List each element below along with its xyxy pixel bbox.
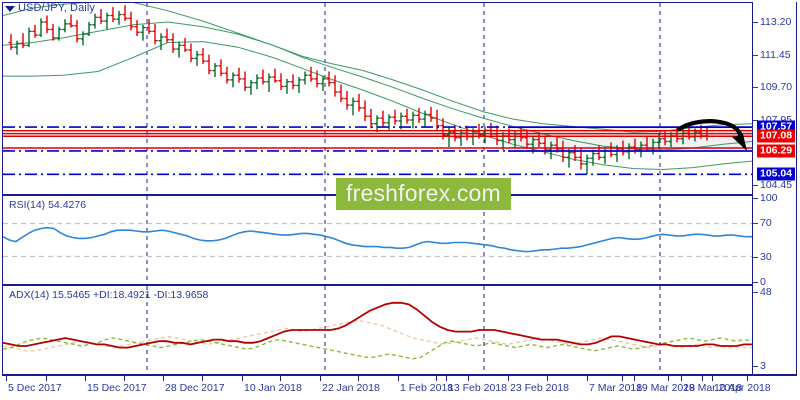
date-tick-minor [124,376,125,381]
axis-tick [753,282,758,283]
date-tick [85,376,86,381]
price-tick-label: 109.70 [760,81,793,94]
triangle-down-icon[interactable] [5,6,15,12]
axis-tick [753,292,758,294]
axis-tick [753,87,758,89]
date-tick [712,376,713,381]
rsi-tick-label: 70 [760,217,772,230]
axis-tick [753,223,758,225]
date-label: 10 Jan 2018 [244,382,302,394]
rsi-tick-label: 100 [760,192,778,204]
date-label: 28 Dec 2017 [165,382,225,394]
price-panel[interactable] [2,2,753,195]
adx-label: ADX(14) 15.5465 +DI:18.4921 -DI:13.9658 [9,289,209,301]
price-tick-label: 104.45 [760,179,793,192]
date-label: 7 Mar 2018 [589,382,643,394]
support-price-label[interactable]: 105.04 [757,167,796,181]
date-tick-minor [547,376,548,381]
rsi-tick-label: 30 [760,250,772,263]
date-tick [508,376,509,381]
rsi-tick-label: 0 [760,276,766,288]
date-label: 29 Mar 2018 [683,382,742,394]
axis-tick [753,120,758,121]
level-price-label[interactable]: 106.29 [757,144,796,158]
date-label: 1 Feb 2018 [400,382,454,394]
current-price-label[interactable]: 107.08 [757,129,796,143]
date-label: 15 Dec 2017 [87,382,147,394]
adx-tick-label: 3 [760,360,766,373]
adx-tick-label: 48 [760,286,772,299]
date-tick [446,376,447,381]
rsi-panel[interactable]: RSI(14) 54.4276 [2,195,753,285]
date-tick-minor [668,376,669,381]
date-tick [587,376,588,381]
date-tick-minor [202,376,203,381]
date-tick-minor [280,376,281,381]
date-tick-minor [747,376,748,381]
date-tick [320,376,321,381]
axis-tick [753,185,758,187]
axis-tick [753,198,758,199]
price-tick-label: 111.45 [760,48,791,61]
date-tick-minor [468,376,469,381]
axis-tick [753,54,758,56]
date-tick [681,376,682,381]
date-tick-minor [436,376,437,381]
watermark: freshforex.com [336,178,511,210]
date-tick [242,376,243,381]
date-label: 19 Mar 2018 [636,382,695,394]
price-plot[interactable] [3,3,752,194]
rsi-label: RSI(14) 54.4276 [9,199,87,211]
axis-tick [753,256,758,258]
date-tick-minor [46,376,47,381]
date-label: 5 Dec 2017 [8,382,62,394]
rsi-plot[interactable] [3,196,752,284]
adx-panel[interactable]: ADX(14) 15.5465 +DI:18.4921 -DI:13.9658 [2,285,753,375]
page-title: USD/JPY, Daily [18,2,95,14]
axis-tick [753,366,758,368]
date-label: 22 Jan 2018 [322,382,380,394]
date-tick-minor [702,376,703,381]
adx-plot[interactable] [3,286,752,374]
date-tick [634,376,635,381]
axis-tick [753,22,758,23]
date-tick [6,376,7,381]
date-label: 13 Feb 2018 [448,382,507,394]
date-label: 23 Feb 2018 [510,382,569,394]
price-tick-label: 113.20 [760,16,792,28]
date-label: 10 Apr 2018 [714,382,771,394]
date-tick [398,376,399,381]
date-tick-minor [622,376,623,381]
date-tick-minor [358,376,359,381]
date-tick [163,376,164,381]
date-axis[interactable]: 5 Dec 2017 15 Dec 2017 28 Dec 2017 10 Jan 2… [2,375,797,400]
